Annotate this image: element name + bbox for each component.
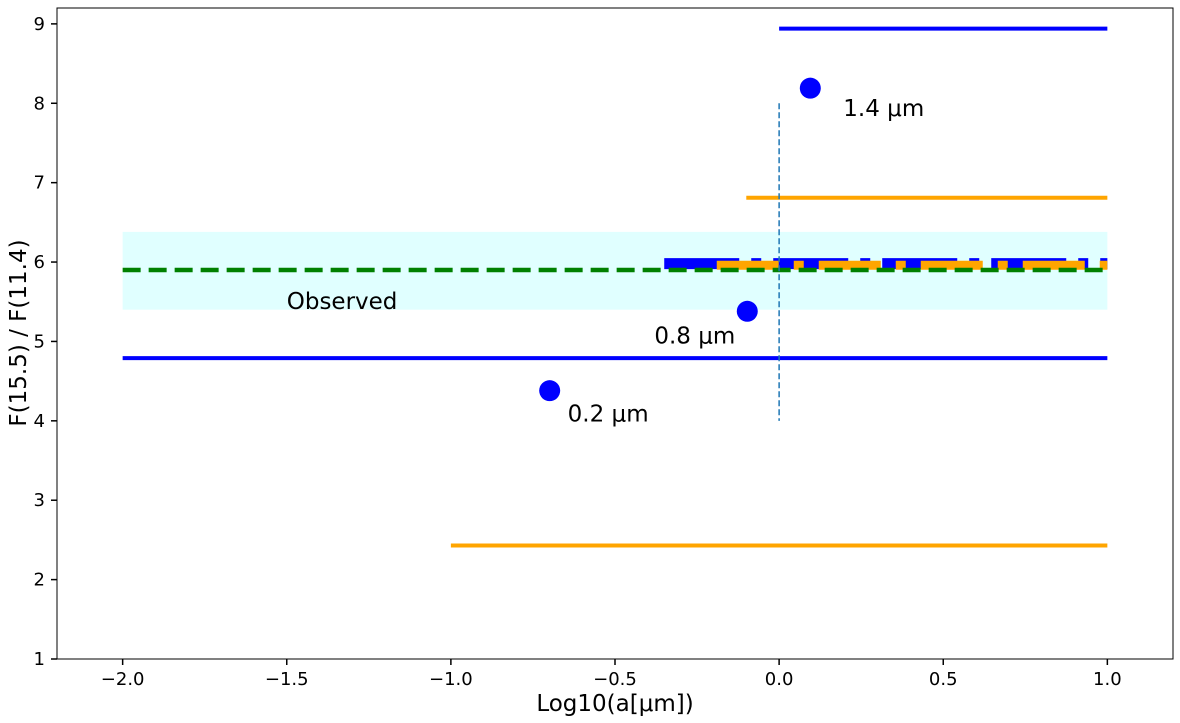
y-axis-label: F(15.5) / F(11.4) <box>6 239 32 426</box>
y-tick-label-4: 5 <box>34 331 45 352</box>
y-tick-label-3: 4 <box>34 411 45 432</box>
y-tick-label-6: 7 <box>34 173 45 194</box>
x-tick-label-4: 0.0 <box>765 669 794 690</box>
data-point-0 <box>539 380 561 402</box>
x-tick-label-5: 0.5 <box>929 669 958 690</box>
y-axis: 1 2 3 4 5 6 7 8 9 <box>34 14 57 670</box>
x-tick-label-6: 1.0 <box>1093 669 1122 690</box>
data-point-1 <box>736 300 758 322</box>
point-label-0: 0.2 μm <box>568 402 649 428</box>
x-axis: −2.0 −1.5 −1.0 −0.5 0.0 0.5 1.0 <box>101 659 1122 690</box>
x-axis-label: Log10(a[μm]) <box>536 691 693 717</box>
x-tick-label-0: −2.0 <box>101 669 145 690</box>
plot-frame <box>56 7 1174 660</box>
y-tick-label-5: 6 <box>34 252 45 273</box>
annotation-observed: Observed <box>287 289 398 315</box>
x-tick-label-3: −0.5 <box>593 669 637 690</box>
plot-area: 0.2 μm 0.8 μm 1.4 μm Observed <box>122 26 1108 548</box>
data-point-2 <box>799 77 821 99</box>
y-tick-label-8: 9 <box>34 14 45 35</box>
x-tick-label-2: −1.0 <box>429 669 473 690</box>
point-label-1: 0.8 μm <box>654 323 735 349</box>
y-tick-label-7: 8 <box>34 93 45 114</box>
y-tick-label-2: 3 <box>34 490 45 511</box>
x-tick-label-1: −1.5 <box>265 669 309 690</box>
y-tick-label-1: 2 <box>34 570 45 591</box>
y-tick-label-0: 1 <box>34 649 45 670</box>
point-label-2: 1.4 μm <box>843 96 924 122</box>
